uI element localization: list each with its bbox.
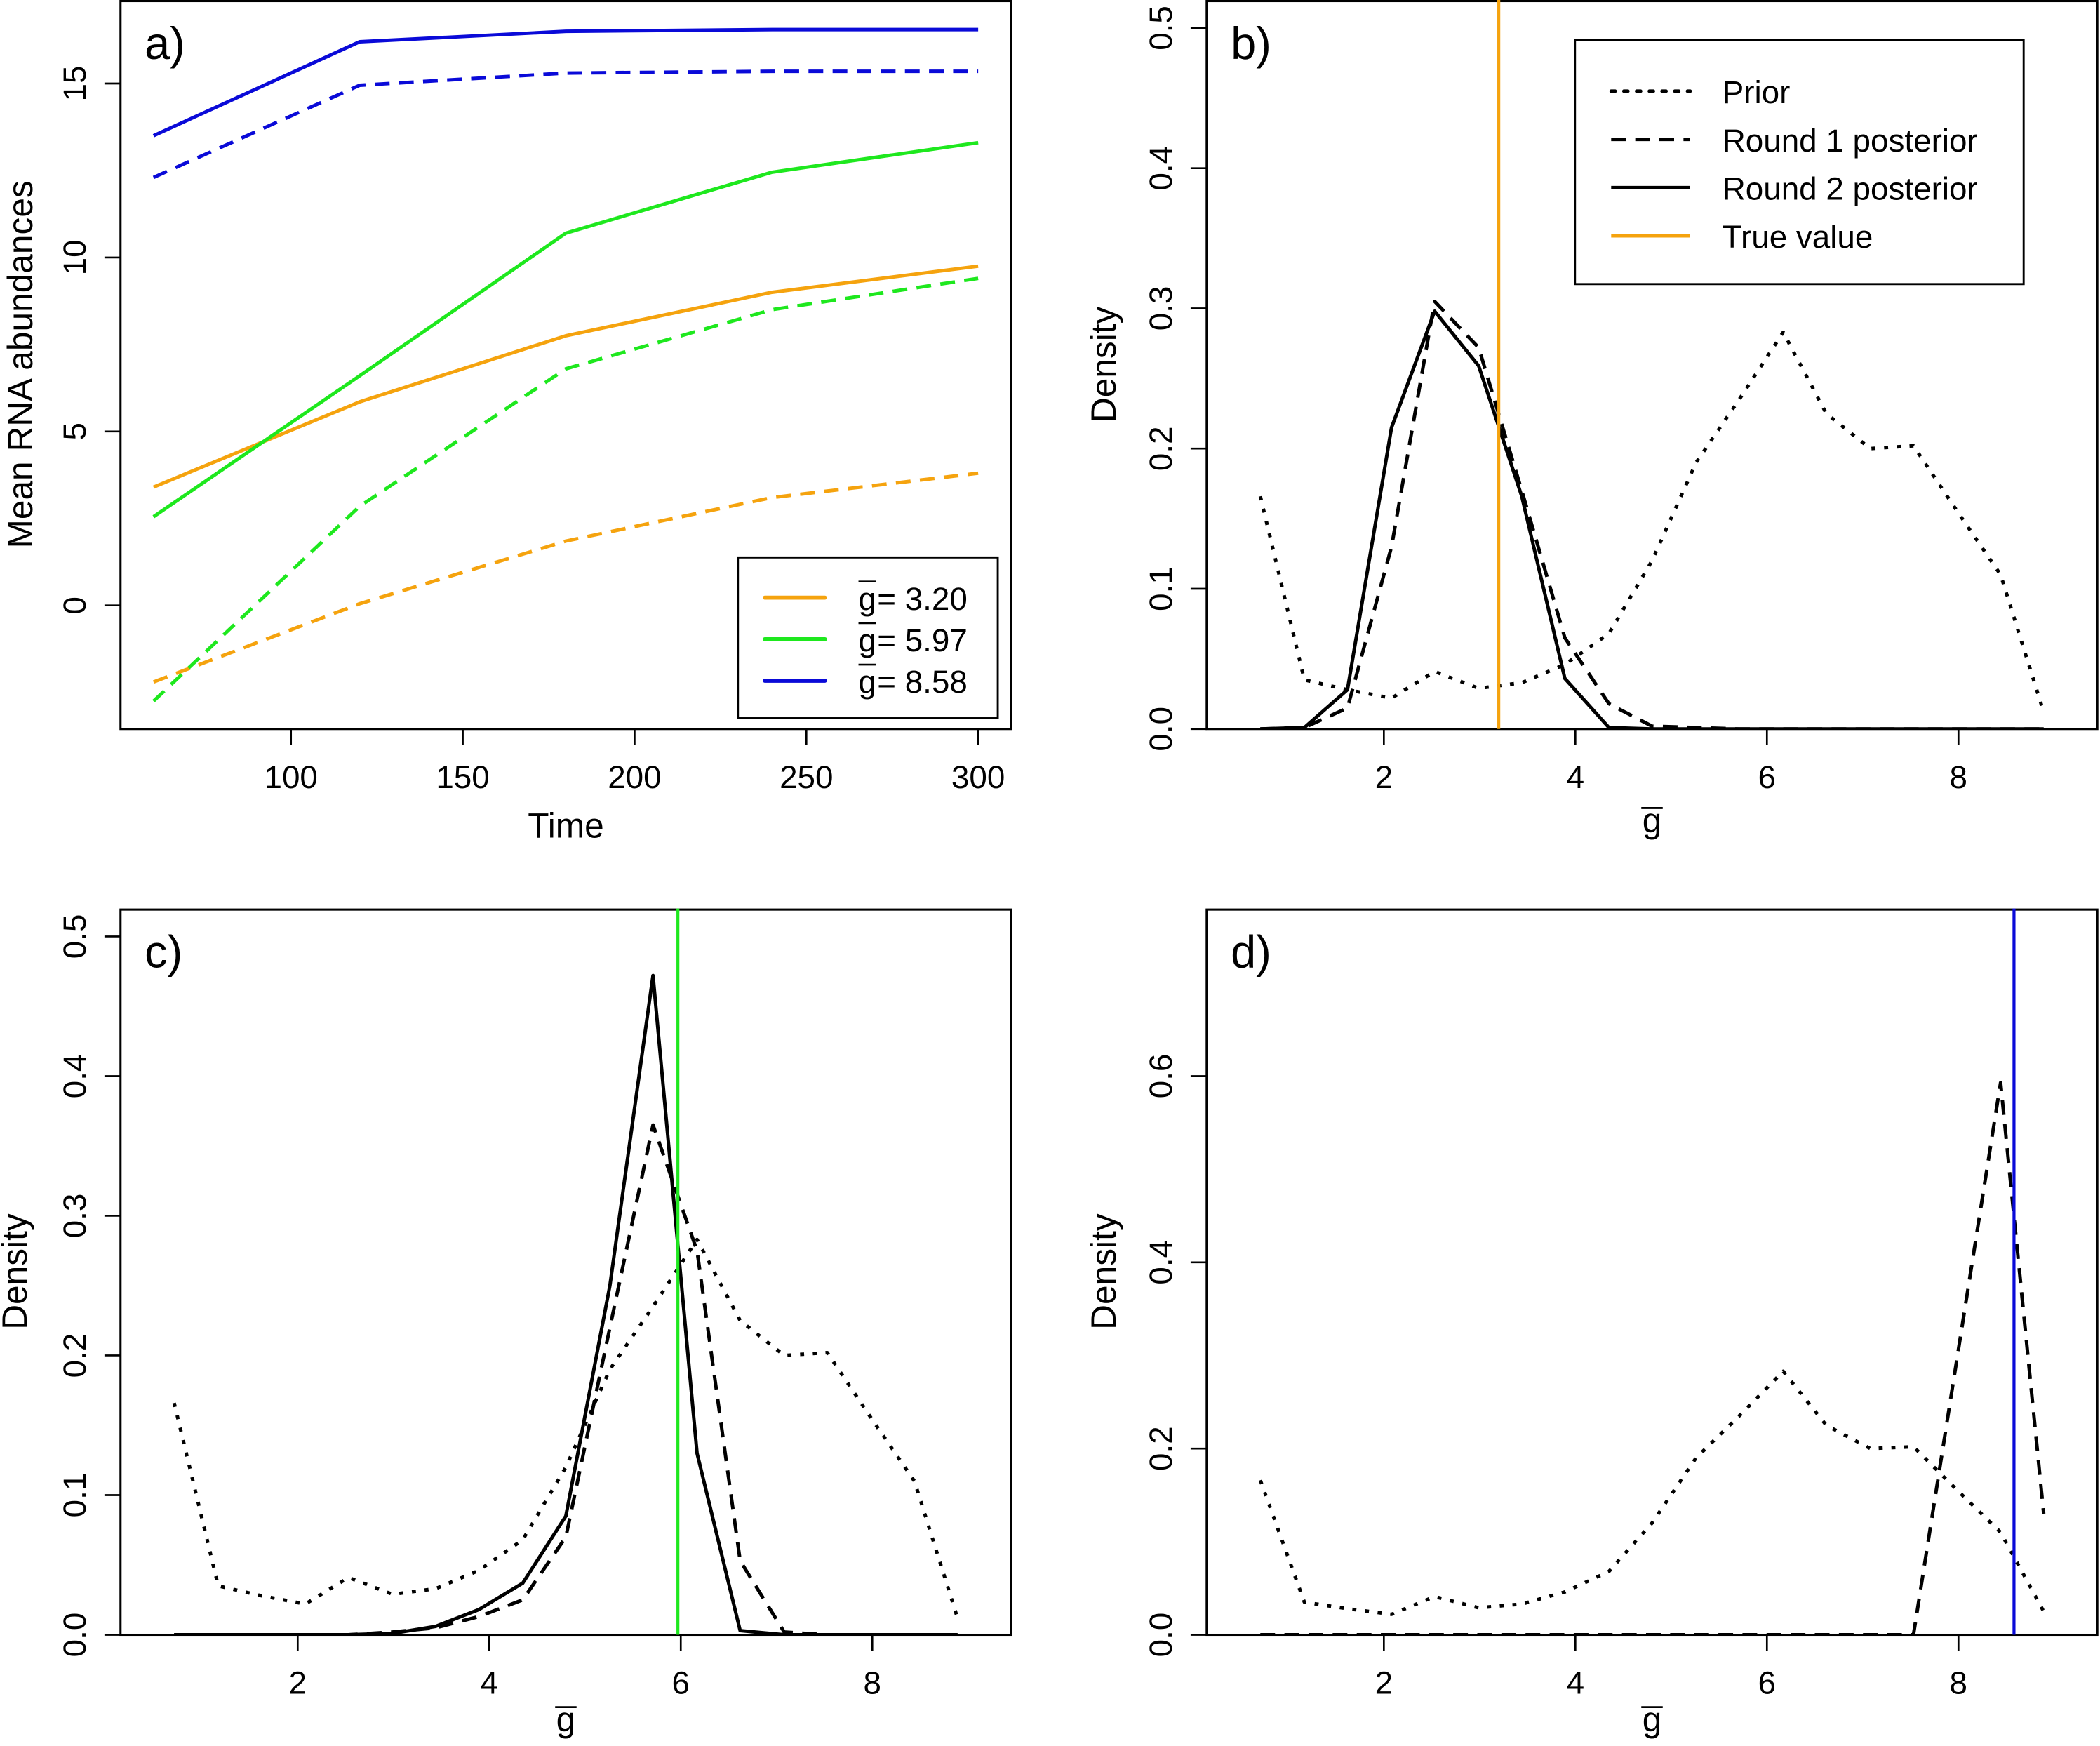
- series-line-g-5-97-solid: [152, 140, 979, 519]
- panel-a: 100 150 200 250 300 0 5 10 15 Time Mean RNA abunda…: [1, 0, 1012, 845]
- series-group: [172, 973, 960, 1635]
- x-axis-title: Time: [528, 806, 603, 845]
- y-tick-label: 0.5: [57, 914, 93, 959]
- y-tick-label: 0.1: [1143, 566, 1179, 611]
- y-tick-label: 0.2: [57, 1333, 93, 1378]
- series-line-prior: [1258, 1369, 2045, 1616]
- series-group: [1258, 299, 2046, 729]
- x-tick-label: 250: [780, 759, 833, 795]
- x-tick-label: 200: [608, 759, 661, 795]
- x-tick-label: 8: [863, 1665, 881, 1701]
- x-tick-label: 6: [1758, 1665, 1776, 1701]
- x-tick-label: 4: [1567, 1665, 1584, 1701]
- panel-d: 2 4 6 8 0.0 0.2 0.4 0.6 g Density d): [1084, 908, 2099, 1739]
- series-line-round-1-posterior: [1260, 1081, 2046, 1635]
- x-tick-label: 4: [481, 1665, 498, 1701]
- series-line-g-3-20-dashed: [152, 471, 979, 684]
- series-line-round-1-posterior: [1260, 299, 2044, 729]
- y-tick-label: 5: [57, 422, 93, 440]
- plot-frame: [119, 0, 1012, 731]
- x-tick-label: 150: [436, 759, 489, 795]
- series-line-g-8-58-dashed: [152, 69, 979, 180]
- y-tick-label: 0.1: [57, 1473, 93, 1518]
- panel-b: 2 4 6 8 0.0 0.1 0.2 0.3 0.4 0.5 g Density b) Prior Rou…: [1084, 0, 2099, 840]
- legend-label: Round 1 posterior: [1723, 123, 1978, 159]
- series-line-round-2-posterior: [1260, 309, 2044, 729]
- series-line-g-8-58-solid: [152, 27, 979, 138]
- x-tick-label: 2: [289, 1665, 307, 1701]
- legend-label: True value: [1723, 219, 1873, 255]
- y-tick-label: 15: [57, 66, 93, 102]
- x-tick-label: 4: [1567, 759, 1584, 795]
- series-line-prior: [1258, 330, 2046, 713]
- legend-symbol: g: [859, 581, 876, 617]
- panel-label: b): [1231, 18, 1271, 69]
- panel-label: c): [145, 926, 182, 978]
- y-tick-label: 0.3: [57, 1194, 93, 1239]
- series-line-g-3-20-solid: [152, 264, 979, 489]
- legend-symbol: g: [859, 664, 876, 700]
- series-group: [152, 27, 979, 702]
- series-group: [1258, 1081, 2046, 1635]
- y-tick-label: 0.0: [57, 1613, 93, 1658]
- legend-label: Round 2 posterior: [1723, 171, 1978, 206]
- x-axis-title: g: [1643, 801, 1662, 840]
- x-tick-label: 6: [1758, 759, 1776, 795]
- x-tick-label: 100: [264, 759, 317, 795]
- x-tick-label: 8: [1950, 759, 1967, 795]
- legend-symbol: g: [859, 622, 876, 658]
- x-tick-label: 6: [672, 1665, 690, 1701]
- series-line-round-2-posterior: [174, 973, 958, 1635]
- x-tick-label: 2: [1375, 759, 1393, 795]
- y-axis-title: Density: [1084, 306, 1123, 422]
- y-tick-label: 0.4: [1143, 1240, 1179, 1285]
- series-line-round-1-posterior: [174, 1123, 958, 1635]
- legend-label: = 8.58: [877, 664, 968, 700]
- x-axis-title: g: [556, 1700, 576, 1739]
- x-axis-title: g: [1643, 1700, 1662, 1739]
- panel-label: d): [1231, 926, 1271, 978]
- y-axis-title: Mean RNA abundances: [1, 180, 40, 548]
- y-tick-label: 0.4: [1143, 146, 1179, 191]
- legend-label: = 3.20: [877, 581, 968, 617]
- y-tick-label: 0.4: [57, 1054, 93, 1099]
- y-tick-label: 0.6: [1143, 1054, 1179, 1099]
- legend-label: Prior: [1723, 74, 1791, 110]
- y-tick-label: 0.5: [1143, 6, 1179, 51]
- y-tick-label: 0.0: [1143, 1613, 1179, 1658]
- y-tick-label: 0.2: [1143, 426, 1179, 471]
- legend-label: = 5.97: [877, 622, 968, 658]
- x-tick-label: 300: [951, 759, 1005, 795]
- panel-c: 2 4 6 8 0.0 0.1 0.2 0.3 0.4 0.5 g Density c): [0, 908, 1012, 1739]
- y-axis-title: Density: [0, 1213, 34, 1330]
- y-axis-title: Density: [1084, 1213, 1123, 1330]
- x-tick-label: 8: [1950, 1665, 1967, 1701]
- panel-label: a): [145, 18, 185, 69]
- y-tick-label: 0.3: [1143, 286, 1179, 331]
- plot-frame: [1205, 908, 2099, 1637]
- y-tick-label: 0.0: [1143, 707, 1179, 752]
- plot-frame: [119, 908, 1012, 1637]
- y-tick-label: 10: [57, 239, 93, 275]
- legend-box: [1574, 39, 2025, 286]
- y-tick-label: 0: [57, 597, 93, 614]
- series-line-g-5-97-dashed: [152, 276, 979, 702]
- y-tick-label: 0.2: [1143, 1426, 1179, 1471]
- x-tick-label: 2: [1375, 1665, 1393, 1701]
- series-line-prior: [172, 1237, 960, 1619]
